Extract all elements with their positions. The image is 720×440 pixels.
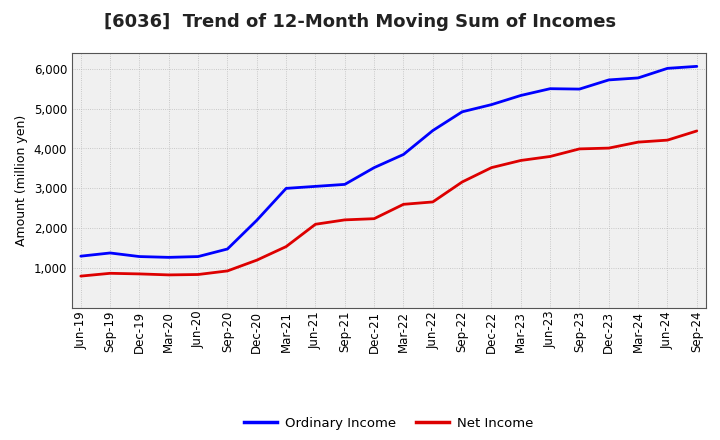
Ordinary Income [663,66,672,71]
Ordinary Income [634,75,642,81]
Net Income [253,257,261,263]
Line: Net Income: Net Income [81,131,697,276]
Ordinary Income [223,246,232,252]
Ordinary Income [428,128,437,133]
Net Income [487,165,496,170]
Ordinary Income [135,254,144,259]
Net Income [605,146,613,151]
Net Income [223,268,232,274]
Text: [6036]  Trend of 12-Month Moving Sum of Incomes: [6036] Trend of 12-Month Moving Sum of I… [104,13,616,31]
Ordinary Income [516,93,525,98]
Net Income [341,217,349,223]
Net Income [458,180,467,185]
Ordinary Income [487,102,496,107]
Net Income [516,158,525,163]
Net Income [135,271,144,277]
Ordinary Income [605,77,613,83]
Ordinary Income [458,109,467,114]
Net Income [311,222,320,227]
Net Income [428,199,437,205]
Y-axis label: Amount (million yen): Amount (million yen) [15,115,28,246]
Net Income [663,137,672,143]
Ordinary Income [341,182,349,187]
Ordinary Income [106,250,114,256]
Ordinary Income [693,64,701,69]
Net Income [575,146,584,151]
Ordinary Income [164,255,173,260]
Ordinary Income [253,218,261,223]
Net Income [370,216,379,221]
Ordinary Income [194,254,202,259]
Ordinary Income [282,186,290,191]
Ordinary Income [370,165,379,170]
Legend: Ordinary Income, Net Income: Ordinary Income, Net Income [239,411,539,435]
Net Income [194,272,202,277]
Ordinary Income [311,184,320,189]
Net Income [546,154,554,159]
Ordinary Income [575,86,584,92]
Net Income [399,202,408,207]
Net Income [164,272,173,278]
Ordinary Income [76,253,85,259]
Line: Ordinary Income: Ordinary Income [81,66,697,257]
Net Income [693,128,701,134]
Net Income [76,273,85,279]
Net Income [106,271,114,276]
Ordinary Income [546,86,554,92]
Ordinary Income [399,152,408,157]
Net Income [282,244,290,249]
Net Income [634,139,642,145]
